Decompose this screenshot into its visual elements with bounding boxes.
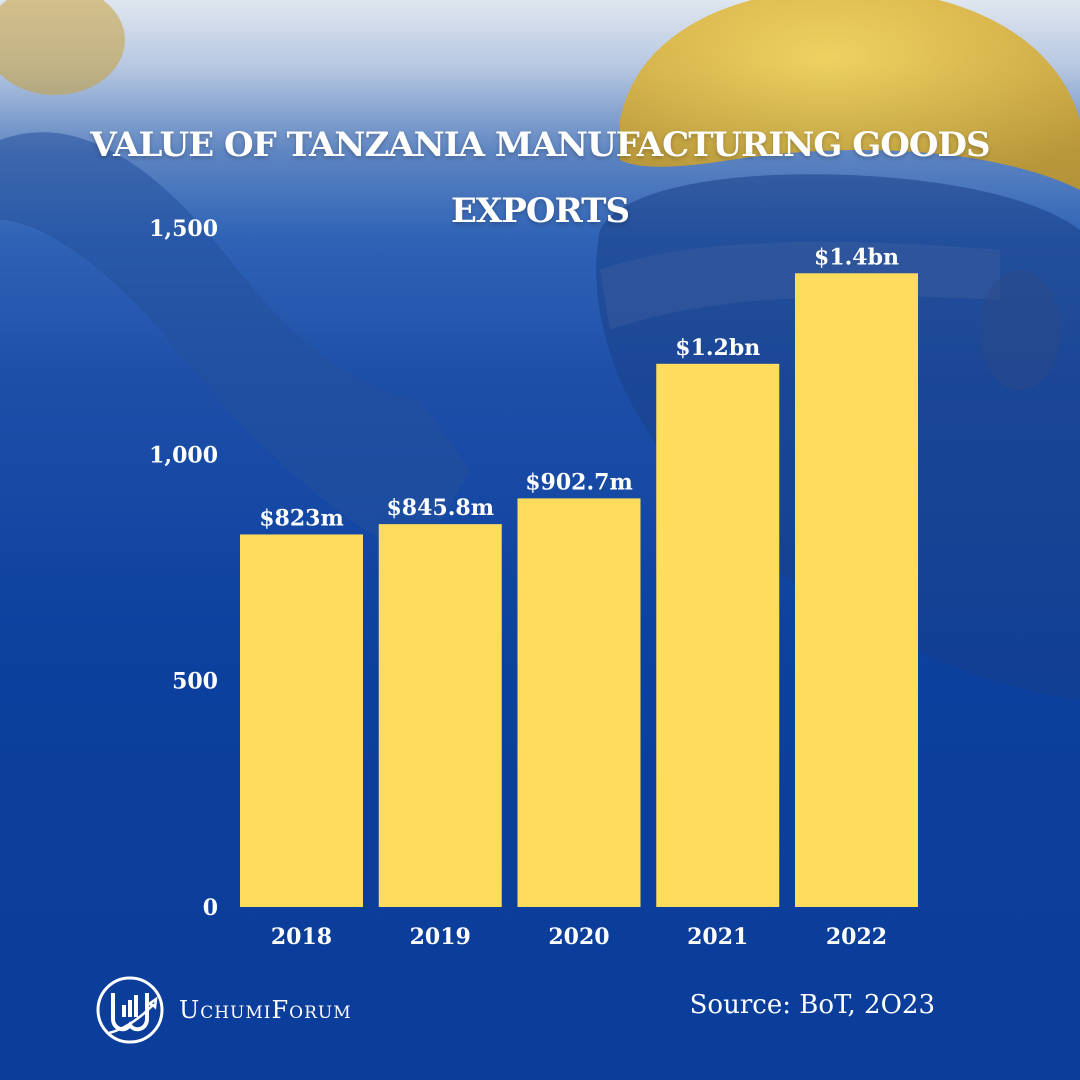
brand-name: UchumiForum: [179, 996, 352, 1024]
x-tick-label: 2022: [826, 924, 887, 950]
data-label: $845.8m: [387, 495, 494, 521]
data-label: $1.4bn: [814, 244, 899, 270]
source-note: Source: BoT, 2O23: [689, 990, 935, 1020]
x-tick-label: 2020: [548, 924, 609, 950]
bar: [240, 534, 363, 907]
x-tick-label: 2019: [410, 924, 471, 950]
x-tick-label: 2018: [271, 924, 332, 950]
y-tick-label: 500: [172, 669, 218, 695]
data-label: $1.2bn: [675, 335, 760, 361]
bar: [517, 498, 641, 907]
data-label: $902.7m: [525, 469, 632, 495]
y-tick-label: 1,000: [149, 442, 218, 468]
x-tick-label: 2021: [687, 924, 748, 950]
y-tick-label: 1,500: [149, 216, 218, 242]
data-label: $823m: [259, 505, 344, 531]
brand: UchumiForum: [95, 975, 352, 1045]
bar: [656, 363, 780, 907]
chart-title: VALUE OF TANZANIA MANUFACTURING GOODS EX…: [90, 125, 990, 231]
bar: [795, 273, 918, 907]
bar: [378, 524, 502, 907]
y-tick-label: 0: [203, 895, 218, 921]
uchumiforum-logo-icon: [96, 976, 164, 1044]
